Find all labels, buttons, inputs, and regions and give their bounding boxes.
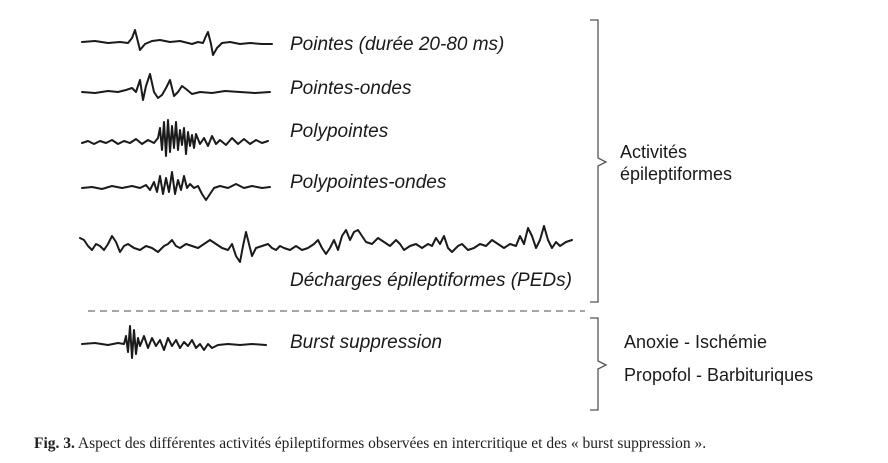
wave-pointes — [81, 29, 273, 56]
label-polypointes: Polypointes — [290, 121, 389, 142]
label-polypointes-ondes: Polypointes-ondes — [290, 172, 447, 193]
caption-text: Aspect des différentes activités épilept… — [75, 435, 706, 452]
label-peds: Décharges épileptiformes (PEDs) — [290, 270, 572, 291]
wave-pointes-ondes — [81, 73, 271, 101]
wave-polypointes — [81, 119, 269, 157]
figure-caption: Fig. 3. Aspect des différentes activités… — [34, 435, 706, 452]
brace-epileptiform — [590, 19, 608, 303]
label-pointes: Pointes (durée 20-80 ms) — [290, 34, 504, 55]
label-pointes-ondes: Pointes-ondes — [290, 78, 412, 99]
wave-peds — [79, 225, 573, 263]
wave-burst — [81, 325, 267, 359]
brace-burst — [590, 317, 608, 411]
label-burst: Burst suppression — [290, 332, 442, 353]
caption-label: Fig. 3. — [34, 435, 75, 452]
group-burst-line1: Anoxie - Ischémie — [624, 332, 767, 352]
group-burst-line2: Propofol - Barbituriques — [624, 365, 813, 385]
group-epileptiform-line1: Activités — [620, 142, 687, 162]
wave-polypointes-ondes — [81, 171, 271, 201]
group-epileptiform-line2: épileptiformes — [620, 164, 732, 184]
